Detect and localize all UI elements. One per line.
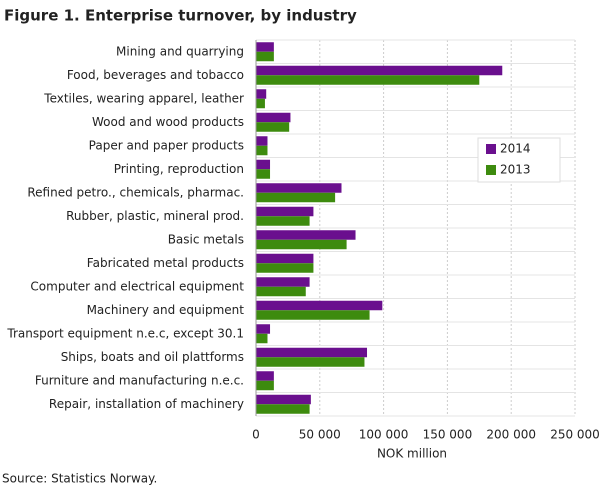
- x-tick-label: 250 000: [550, 428, 600, 442]
- bar: [256, 51, 274, 62]
- y-tick-label: Transport equipment n.e.c, except 30.1: [6, 326, 244, 340]
- bar: [256, 286, 306, 297]
- bar: [256, 216, 310, 226]
- bar: [256, 394, 311, 405]
- x-tick-label: 150 000: [423, 428, 473, 442]
- bar: [256, 136, 268, 146]
- y-tick-label: Mining and quarrying: [116, 44, 244, 58]
- bar: [256, 371, 274, 381]
- bar: [256, 159, 271, 170]
- bar: [256, 277, 310, 287]
- bar: [256, 65, 503, 76]
- y-tick-label: Machinery and equipment: [87, 303, 245, 317]
- bar: [256, 89, 267, 99]
- bar: [256, 230, 356, 240]
- bar: [256, 380, 274, 391]
- y-tick-label: Fabricated metal products: [87, 256, 244, 270]
- y-tick-label: Printing, reproduction: [114, 162, 244, 176]
- bar: [256, 404, 310, 414]
- y-tick-label: Refined petro., chemicals, pharmac.: [27, 185, 244, 199]
- x-axis-label: NOK million: [377, 447, 447, 461]
- x-tick-label: 0: [252, 428, 260, 442]
- x-tick-label: 50 000: [299, 428, 341, 442]
- bar: [256, 333, 268, 344]
- x-tick-label: 100 000: [359, 428, 409, 442]
- y-tick-label: Paper and paper products: [89, 138, 244, 152]
- y-tick-label: Furniture and manufacturing n.e.c.: [35, 373, 244, 387]
- y-tick-label: Food, beverages and tobacco: [67, 68, 244, 82]
- bar: [256, 183, 342, 193]
- bar: [256, 42, 274, 52]
- bar: [256, 310, 370, 320]
- legend-label: 2014: [500, 142, 531, 156]
- bar: [256, 169, 271, 179]
- bar: [256, 239, 347, 250]
- y-tick-label: Computer and electrical equipment: [30, 279, 244, 293]
- y-tick-label: Ships, boats and oil plattforms: [61, 350, 244, 364]
- legend-swatch: [486, 165, 496, 175]
- bar: [256, 357, 365, 367]
- bar: [256, 324, 271, 334]
- bar: [256, 253, 314, 264]
- bar: [256, 192, 336, 203]
- bar: [256, 75, 480, 85]
- legend-label: 2013: [500, 163, 531, 177]
- bar: [256, 300, 383, 311]
- bar: [256, 206, 314, 217]
- y-tick-label: Wood and wood products: [92, 115, 244, 129]
- bar: [256, 112, 291, 123]
- bar: [256, 122, 290, 132]
- bar: [256, 347, 368, 358]
- y-tick-label: Rubber, plastic, mineral prod.: [66, 209, 244, 223]
- legend-swatch: [486, 144, 496, 154]
- chart-title: Figure 1. Enterprise turnover, by indust…: [4, 7, 357, 25]
- source: Source: Statistics Norway.: [2, 472, 157, 486]
- y-tick-label: Basic metals: [168, 232, 244, 246]
- bar: [256, 263, 314, 273]
- bar: [256, 98, 265, 109]
- y-tick-label: Textiles, wearing apparel, leather: [43, 91, 244, 105]
- bar: [256, 145, 268, 156]
- y-tick-label: Repair, installation of machinery: [49, 397, 244, 411]
- x-tick-label: 200 000: [486, 428, 536, 442]
